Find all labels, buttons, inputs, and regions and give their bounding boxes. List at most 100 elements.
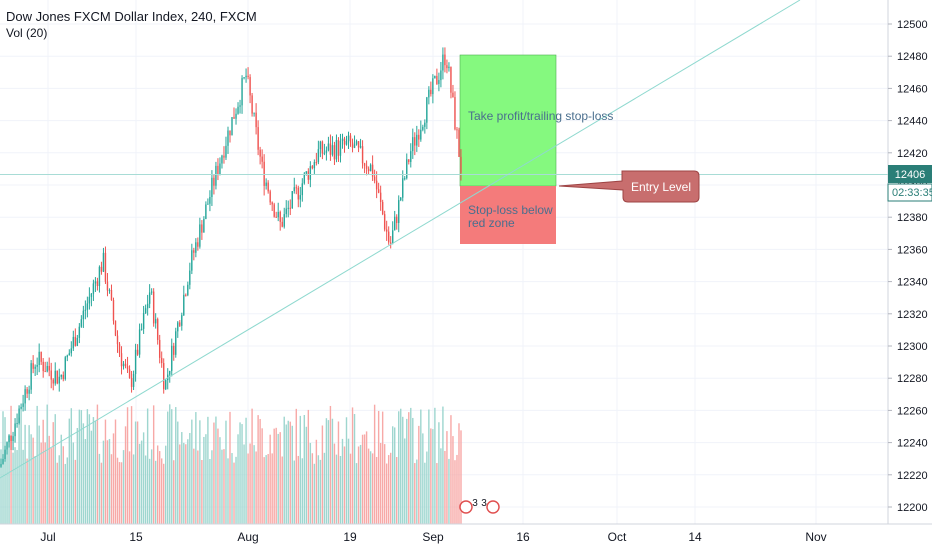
candle-body — [391, 230, 394, 244]
volume-bar — [291, 425, 293, 524]
volume-bar — [351, 407, 354, 524]
candle-body — [130, 377, 133, 387]
candle-body — [442, 54, 444, 71]
volume-bar — [448, 458, 450, 524]
candle-body — [261, 156, 263, 162]
volume-bar — [303, 415, 306, 524]
stop-loss-zone[interactable] — [460, 186, 556, 244]
candle-body — [211, 177, 213, 197]
volume-bar — [283, 416, 285, 524]
volume-bar — [173, 460, 175, 524]
candle-body — [209, 196, 211, 204]
candle-body — [444, 54, 446, 66]
candle-body — [307, 171, 310, 180]
volume-bar — [353, 414, 356, 524]
candle-body — [32, 363, 34, 369]
candle-body — [371, 164, 374, 177]
volume-bar — [287, 420, 289, 524]
candle-body — [14, 423, 16, 437]
candle-body — [418, 134, 420, 140]
volume-bar — [205, 434, 207, 524]
volume-bar — [24, 424, 26, 524]
volume-bar — [249, 443, 251, 524]
volume-bar — [215, 416, 217, 524]
volume-bar — [100, 462, 103, 524]
volume-bar — [424, 462, 426, 524]
candle-body — [363, 163, 366, 166]
volume-bar — [124, 426, 127, 524]
candle-body — [291, 191, 293, 209]
take-profit-zone[interactable] — [459, 54, 557, 187]
candle-body — [169, 370, 171, 375]
event-badges[interactable]: 3 3 — [459, 498, 500, 514]
candle-body — [146, 303, 149, 309]
chart-title: Dow Jones FXCM Dollar Index, 240, FXCM — [6, 9, 257, 24]
volume-bar — [251, 408, 253, 524]
volume-bar — [74, 459, 77, 524]
volume-bar — [245, 417, 247, 524]
candle-body — [16, 423, 18, 425]
volume-bar — [163, 463, 165, 524]
volume-bar — [422, 433, 424, 524]
candle-body — [96, 281, 99, 287]
volume-bar — [295, 408, 297, 524]
candle-body — [343, 138, 346, 145]
y-tick-label: 12420 — [897, 148, 928, 160]
volume-bar — [46, 404, 48, 524]
entry-level-callout[interactable]: Entry Level — [558, 170, 700, 203]
candle-body — [116, 335, 119, 345]
volume-bar — [116, 457, 119, 524]
volume-bar — [414, 463, 416, 524]
candle-body — [452, 92, 454, 98]
volume-bar — [32, 437, 34, 524]
x-tick-label: Oct — [608, 530, 627, 544]
volume-bar — [456, 454, 458, 524]
event-flag-icon[interactable] — [459, 500, 473, 514]
candle-body — [365, 165, 368, 169]
candle-body — [128, 369, 131, 378]
volume-bar — [181, 432, 183, 524]
volume-bar — [118, 462, 121, 524]
time-axis[interactable]: Jul 15 Aug 19 Sep 16 Oct 14 Nov — [0, 523, 932, 544]
volume-bar — [213, 422, 215, 524]
volume-bar — [408, 412, 410, 524]
volume-bar — [191, 419, 193, 524]
candle-body — [396, 216, 398, 223]
candle-body — [347, 135, 350, 142]
volume-bar — [38, 425, 40, 524]
candle-body — [44, 371, 46, 373]
volume-bar — [146, 408, 149, 524]
candle-body — [259, 149, 261, 157]
volume-bar — [8, 434, 10, 524]
event-count-badge: 3 — [481, 498, 487, 509]
candle-body — [249, 77, 251, 96]
volume-bar — [444, 450, 446, 524]
candle-body — [221, 155, 223, 164]
volume-bar — [80, 410, 83, 524]
volume-bar — [114, 419, 117, 524]
candle-body — [22, 403, 24, 407]
volume-bar — [96, 404, 99, 524]
volume-bars — [0, 404, 462, 524]
volume-bar — [92, 417, 95, 524]
candle-body — [0, 463, 2, 467]
candle-body — [241, 78, 243, 106]
candle-body — [54, 370, 56, 384]
candle-body — [285, 208, 287, 215]
candle-body — [195, 242, 197, 253]
candle-body — [446, 65, 448, 69]
event-flag-icon[interactable] — [486, 500, 500, 514]
volume-bar — [434, 407, 436, 524]
position-zones[interactable] — [459, 54, 557, 244]
volume-bar — [277, 433, 279, 524]
trendline[interactable] — [0, 0, 801, 479]
candle-body — [450, 66, 452, 93]
y-tick-label: 12340 — [897, 277, 928, 289]
volume-bar — [355, 463, 358, 524]
price-axis[interactable]: 12200 12220 12240 12260 12280 12300 12320 12340… — [887, 0, 932, 524]
y-tick-label: 12360 — [897, 244, 928, 256]
candle-body — [72, 336, 75, 349]
candle-body — [430, 89, 432, 95]
